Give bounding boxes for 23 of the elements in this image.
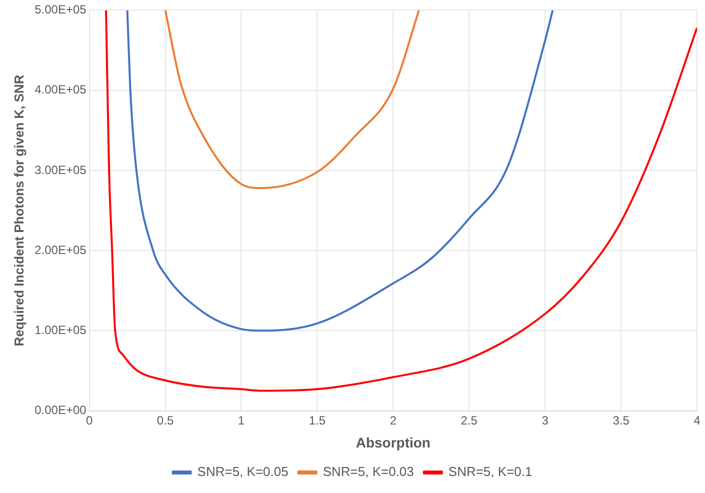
line-series xyxy=(105,10,697,392)
x-tick-label: 3 xyxy=(542,413,549,428)
y-tick-label: 2.00E+05 xyxy=(34,242,87,257)
legend-label: SNR=5, K=0.05 xyxy=(197,464,288,480)
y-tick-label: 3.00E+05 xyxy=(34,162,87,177)
x-tick-label: 0 xyxy=(86,413,93,428)
x-tick-label: 3.5 xyxy=(612,413,630,428)
line-series xyxy=(126,10,554,332)
legend-label: SNR=5, K=0.03 xyxy=(322,464,414,480)
legend-label: SNR=5, K=0.1 xyxy=(448,464,532,480)
y-tick-label: 1.00E+05 xyxy=(34,322,87,337)
y-tick-label: 5.00E+05 xyxy=(34,2,87,17)
y-tick-label: 0.00E+00 xyxy=(34,403,87,418)
x-tick-label: 4 xyxy=(694,413,701,428)
y-tick-label: 4.00E+05 xyxy=(34,82,87,97)
x-tick-label: 0.5 xyxy=(156,413,174,428)
x-axis-title: Absorption xyxy=(356,434,430,450)
x-tick-label: 1 xyxy=(238,413,245,428)
line-series xyxy=(164,10,420,190)
x-tick-label: 1.5 xyxy=(308,413,326,428)
x-tick-label: 2 xyxy=(390,413,397,428)
x-tick-label: 2.5 xyxy=(460,413,478,428)
y-axis-title: Required Incident Photons for given K, SNR xyxy=(11,74,26,346)
